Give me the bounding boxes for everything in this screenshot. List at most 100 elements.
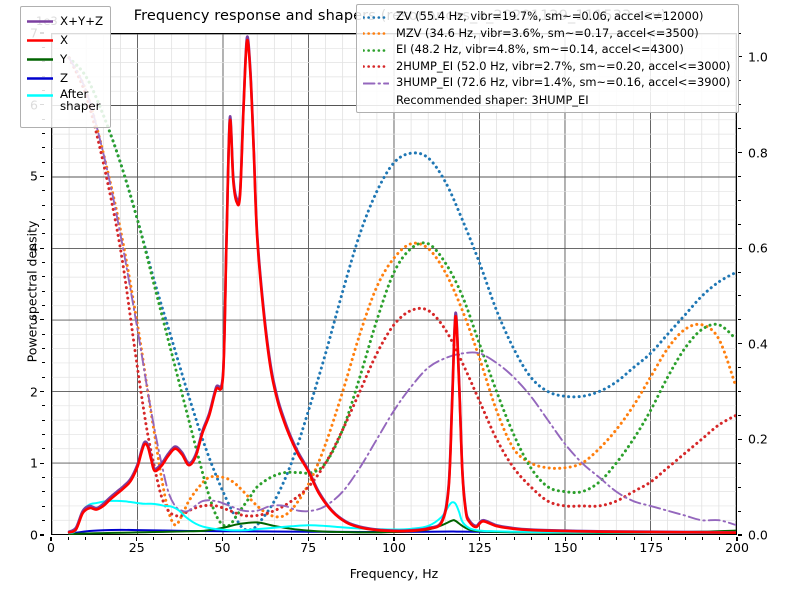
- y-minor-tick: [42, 305, 45, 306]
- y-right-minor-tick: [738, 223, 741, 225]
- x-minor-tick: [67, 537, 69, 540]
- y-minor-tick: [42, 477, 45, 479]
- shaper-legend-label: 3HUMP_EI (72.6 Hz, vibr=1.4%, sm~=0.16, …: [396, 75, 731, 90]
- y-right-tick-label: 0.2: [748, 431, 768, 447]
- y-right-tick-mark: [738, 343, 742, 345]
- y-right-minor-tick: [738, 271, 741, 273]
- legend-swatch-dotted: [363, 45, 389, 56]
- y-right-minor-tick: [738, 462, 741, 464]
- x-tick-mark: [221, 537, 224, 541]
- grid-svg: [52, 34, 736, 534]
- psd-legend-item[interactable]: X: [27, 31, 103, 50]
- shaper-legend-item[interactable]: 3HUMP_EI (72.6 Hz, vibr=1.4%, sm~=0.16, …: [363, 75, 730, 92]
- legend-swatch-dotted: [363, 28, 389, 39]
- x-tick-label: 125: [467, 540, 492, 555]
- y-tick-label: 2: [30, 384, 38, 400]
- legend-swatch-dashdot: [363, 78, 389, 89]
- psd-legend-item[interactable]: Y: [27, 50, 103, 69]
- y-right-tick-mark: [738, 56, 742, 58]
- x-minor-tick: [513, 537, 515, 540]
- grid-layer: [52, 34, 736, 534]
- y-minor-tick: [42, 405, 45, 407]
- x-minor-tick: [599, 537, 601, 540]
- x-minor-tick: [342, 537, 344, 540]
- shaper-legend-label: ZV (55.4 Hz, vibr=19.7%, sm~=0.06, accel…: [396, 9, 704, 24]
- x-tick-label: 25: [128, 540, 145, 555]
- psd-legend-label: After shaper: [60, 87, 101, 114]
- y-tick-mark: [40, 390, 44, 393]
- y-minor-tick: [42, 233, 45, 235]
- y-tick-label: 1: [30, 455, 38, 471]
- y-right-minor-tick: [738, 32, 741, 34]
- x-tick-mark: [393, 537, 395, 541]
- series-line: [67, 56, 736, 527]
- x-tick-label: 200: [725, 540, 749, 555]
- y-tick-label: 0: [30, 527, 38, 543]
- shaper-legend[interactable]: ZV (55.4 Hz, vibr=19.7%, sm~=0.06, accel…: [356, 4, 740, 113]
- series-line: [67, 56, 736, 528]
- plot-area: [51, 33, 737, 535]
- psd-legend-label: Y: [60, 52, 68, 67]
- x-minor-tick: [273, 537, 275, 540]
- shaper-legend-item[interactable]: EI (48.2 Hz, vibr=4.8%, sm~=0.14, accel<…: [363, 42, 730, 59]
- psd-legend-item[interactable]: Z: [27, 69, 103, 88]
- shaper-legend-item[interactable]: ZV (55.4 Hz, vibr=19.7%, sm~=0.06, accel…: [363, 9, 730, 26]
- y-tick-mark: [40, 462, 44, 464]
- legend-swatch-solid: [27, 54, 53, 65]
- y-minor-tick: [42, 505, 45, 507]
- x-minor-tick: [119, 537, 121, 540]
- x-minor-tick: [427, 537, 429, 540]
- y-right-tick-mark: [738, 151, 742, 154]
- y-minor-tick: [42, 491, 45, 493]
- x-minor-tick: [84, 537, 86, 540]
- y-right-minor-tick: [738, 414, 741, 416]
- y-minor-tick: [42, 218, 45, 220]
- y-minor-tick: [42, 204, 45, 206]
- x-minor-tick: [359, 537, 361, 540]
- y-right-minor-tick: [738, 128, 741, 130]
- x-minor-tick: [616, 537, 618, 540]
- x-tick-mark: [479, 537, 481, 541]
- x-tick-label: 100: [382, 540, 406, 555]
- x-tick-label: 0: [47, 540, 55, 555]
- x-minor-tick: [324, 537, 326, 540]
- shaper-legend-item[interactable]: 2HUMP_EI (52.0 Hz, vibr=2.7%, sm~=0.20, …: [363, 59, 730, 76]
- y-minor-tick: [42, 161, 45, 163]
- y-minor-tick: [42, 419, 45, 421]
- legend-swatch-solid: [27, 90, 53, 101]
- series-line: [67, 56, 736, 532]
- y-tick-mark: [40, 247, 44, 249]
- x-minor-tick: [547, 537, 549, 540]
- x-minor-tick: [633, 537, 635, 540]
- psd-legend-item[interactable]: X+Y+Z: [27, 12, 103, 31]
- psd-legend[interactable]: X+Y+Z X Y Z After shaper: [20, 6, 112, 128]
- y-minor-tick: [42, 132, 45, 134]
- y-right-tick-label: 1.0: [748, 49, 768, 65]
- y-minor-tick: [42, 448, 45, 450]
- x-tick-label: 175: [639, 540, 664, 555]
- x-minor-tick: [667, 537, 669, 540]
- shaper-legend-label: EI (48.2 Hz, vibr=4.8%, sm~=0.14, accel<…: [396, 42, 684, 57]
- y-tick-mark: [40, 534, 44, 536]
- psd-legend-item[interactable]: After shaper: [27, 88, 103, 122]
- x-tick-mark: [564, 537, 567, 541]
- y-right-minor-tick: [738, 391, 741, 393]
- y-right-tick-label: 0.6: [748, 240, 768, 256]
- y-right-minor-tick: [738, 367, 741, 369]
- shaper-legend-item[interactable]: MZV (34.6 Hz, vibr=3.6%, sm~=0.17, accel…: [363, 26, 730, 43]
- y-right-minor-tick: [738, 510, 741, 512]
- x-tick-mark: [136, 537, 138, 541]
- series-line: [67, 38, 736, 534]
- y-right-tick-label: 0.4: [748, 336, 768, 352]
- series-line: [67, 56, 736, 518]
- y-minor-tick: [42, 333, 45, 335]
- y-right-tick-label: 0.8: [748, 145, 768, 161]
- legend-swatch-solid: [27, 73, 53, 84]
- y-right-minor-tick: [738, 80, 741, 82]
- y-tick-mark: [40, 319, 44, 321]
- x-minor-tick: [376, 537, 378, 540]
- recommended-shaper-note: Recommended shaper: 3HUMP_EI: [396, 92, 589, 107]
- x-minor-tick: [153, 537, 155, 540]
- x-minor-tick: [530, 537, 532, 540]
- legend-swatch-solid: [27, 35, 53, 46]
